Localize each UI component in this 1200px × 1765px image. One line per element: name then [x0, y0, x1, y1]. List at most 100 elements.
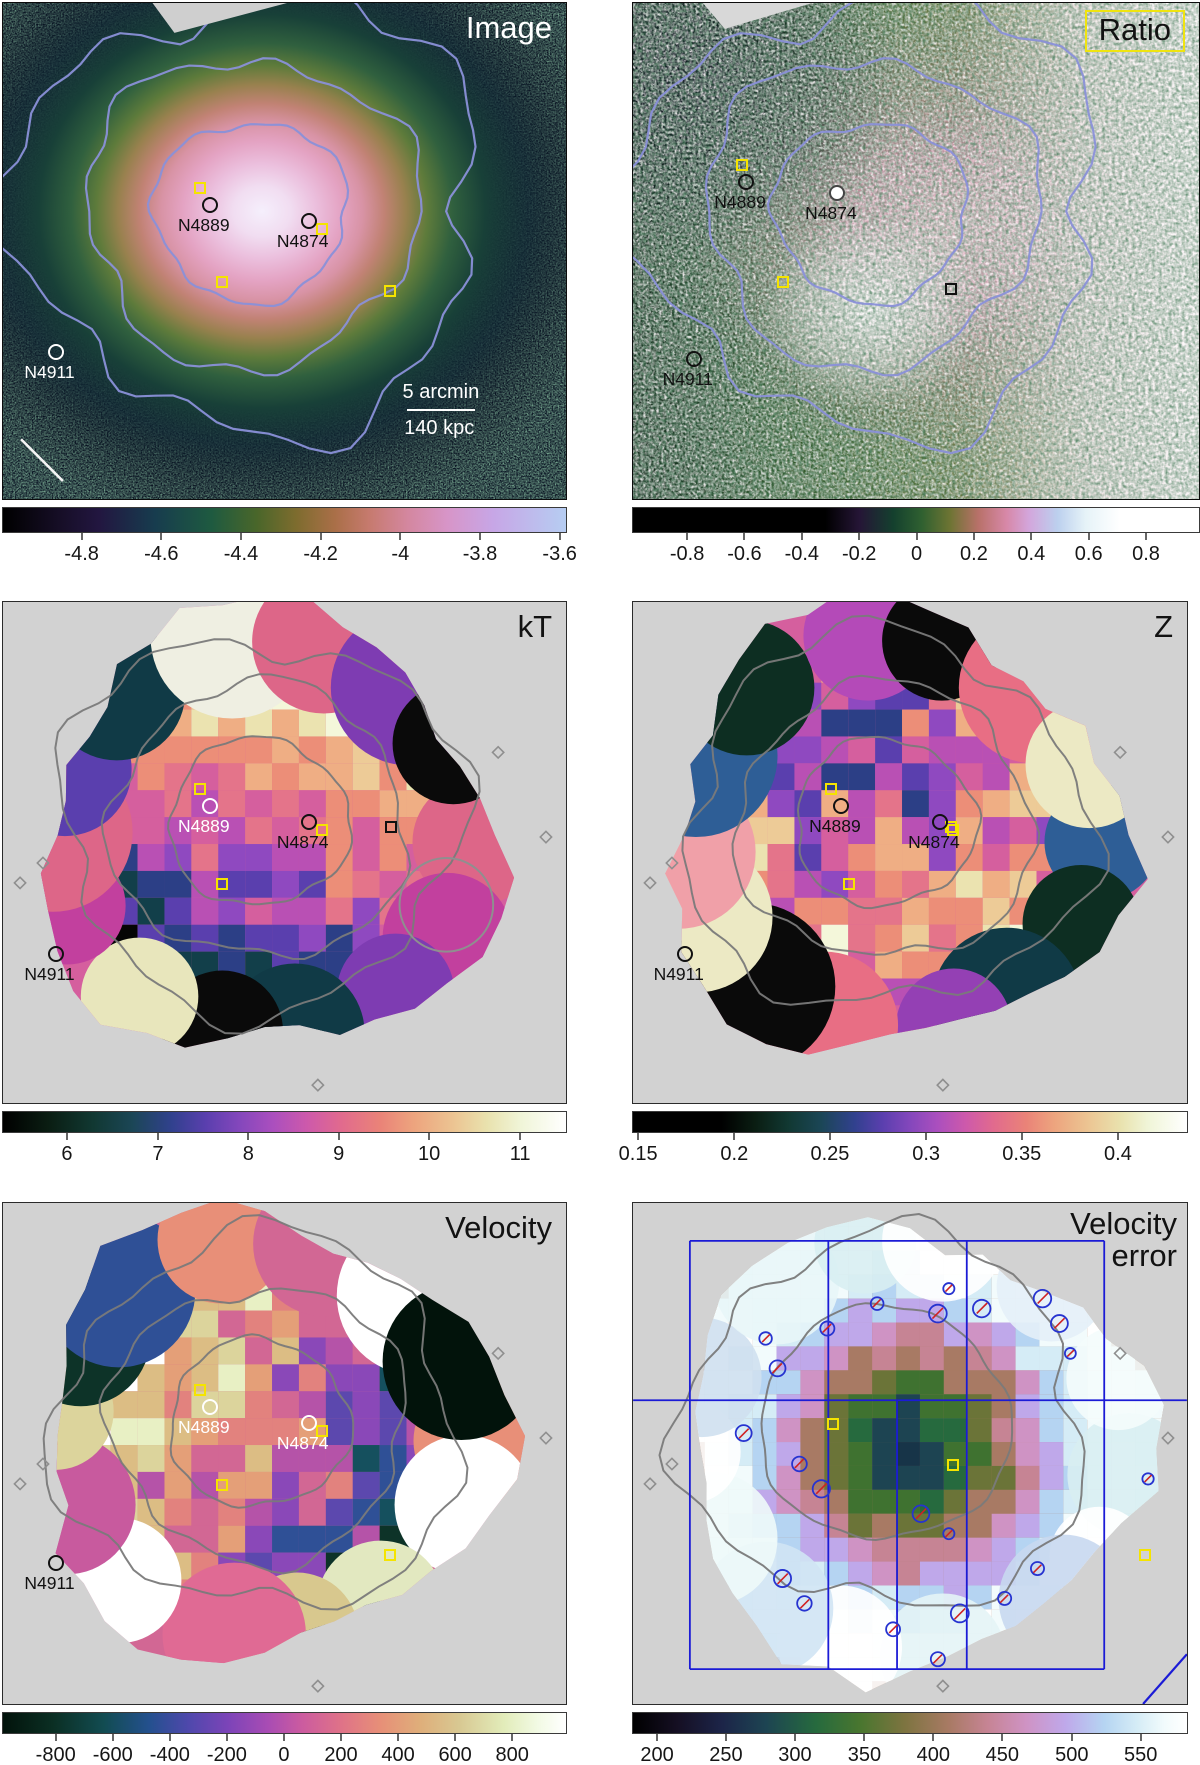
- contour-line: [633, 3, 1097, 455]
- marker-square-yellow: [384, 1549, 397, 1562]
- colorbar-tick-label: 11: [509, 1143, 531, 1165]
- ratio-title-box: Ratio: [1084, 10, 1185, 52]
- marker-square-yellow: [827, 1418, 840, 1431]
- contour-line: [84, 57, 423, 377]
- marker-square-yellow: [384, 284, 397, 297]
- contour-line: [169, 1333, 355, 1509]
- velocity-overlay: N4889 N4874 N4911: [3, 1203, 566, 1704]
- panel-title-velocity: Velocity: [445, 1210, 552, 1245]
- colorbar-tick-label: 450: [985, 1744, 1019, 1765]
- scale-bar-arcmin-label: 5 arcmin: [402, 380, 480, 403]
- galaxy-circle-N4889: [201, 1399, 218, 1416]
- colorbar-tick-label: 0.4: [1104, 1143, 1132, 1165]
- point-source-marker: [1032, 1288, 1053, 1309]
- colorbar-tick-label: -600: [92, 1744, 133, 1765]
- colorbar-tick-mark: [168, 1734, 171, 1741]
- colorbar-tick-mark: [160, 533, 163, 540]
- contour-line: [98, 1287, 407, 1575]
- colorbar-velocity-ticks: -800 -600 -400 -200 0 200 400 600 800: [2, 1734, 567, 1765]
- panel-kt: N4889 N4874 N4911 kT: [2, 601, 567, 1104]
- galaxy-label-N4889: N4889: [177, 215, 230, 236]
- colorbar-tick-label: -3.8: [462, 543, 498, 565]
- colorbar-tick-mark: [686, 533, 689, 540]
- colorbar-tick-label: 0.3: [912, 1143, 941, 1165]
- galaxy-label-N4874: N4874: [276, 230, 329, 251]
- marker-square-yellow: [736, 159, 749, 172]
- contour-line: [731, 674, 1041, 956]
- colorbar-velocity-gradient: [2, 1712, 567, 1734]
- marker-square-yellow: [194, 1384, 207, 1397]
- velocity-error-title-line1: Velocity: [1070, 1206, 1177, 1241]
- colorbar-tick-mark: [733, 1133, 736, 1140]
- colorbar-tick-mark: [397, 1734, 400, 1741]
- marker-square-yellow: [1138, 1549, 1151, 1562]
- panel-velocity-error: Velocity error: [632, 1202, 1188, 1705]
- diamond-speck: [36, 856, 50, 870]
- point-source-marker: [819, 1320, 836, 1337]
- colorbar-tick-mark: [724, 1734, 727, 1741]
- diamond-speck: [643, 876, 657, 890]
- point-source-marker: [1141, 1472, 1155, 1486]
- galaxy-circle-N4911: [685, 351, 702, 368]
- colorbar-tick-label: 550: [1124, 1744, 1158, 1765]
- colorbar-tick-mark: [111, 1734, 114, 1741]
- panel-title-ratio: Ratio: [1084, 10, 1185, 52]
- colorbar-tick-mark: [800, 533, 803, 540]
- corner-diagonal: [1142, 1653, 1187, 1704]
- galaxy-label-N4889: N4889: [177, 816, 230, 837]
- colorbar-tick-label: 8: [242, 1143, 254, 1165]
- ratio-map-art: [633, 3, 1199, 499]
- galaxy-label-N4911: N4911: [24, 361, 75, 382]
- galaxy-label-N4911: N4911: [662, 369, 713, 390]
- galaxy-label-N4874: N4874: [276, 1432, 329, 1453]
- galaxy-label-N4911: N4911: [24, 964, 75, 985]
- galaxy-label-N4911: N4911: [24, 1572, 75, 1593]
- colorbar-ratio: -0.8 -0.6 -0.4 -0.2 0 0.2 0.4 0.6 0.8: [632, 507, 1200, 565]
- colorbar-tick-label: -4: [391, 543, 410, 565]
- colorbar-tick-mark: [282, 1734, 285, 1741]
- colorbar-velocity-error: 200 250 300 350 400 450 500 550: [632, 1712, 1188, 1765]
- colorbar-z-ticks: 0.15 0.2 0.25 0.3 0.35 0.4: [619, 1133, 1188, 1171]
- galaxy-circle-N4889: [201, 197, 218, 214]
- panel-title-kt: kT: [517, 609, 552, 644]
- colorbar-z: 0.15 0.2 0.25 0.3 0.35 0.4: [619, 1111, 1188, 1165]
- galaxy-label-N4874: N4874: [276, 831, 329, 852]
- colorbar-tick-mark: [743, 533, 746, 540]
- diamond-speck: [936, 1078, 950, 1092]
- colorbar-tick-mark: [511, 1734, 514, 1741]
- contour-line: [100, 673, 412, 960]
- marker-square-yellow: [194, 182, 207, 195]
- colorbar-tick-mark: [1070, 1734, 1073, 1741]
- point-source-marker: [911, 1504, 931, 1524]
- colorbar-tick-mark: [1020, 1133, 1023, 1140]
- galaxy-circle-N4911: [676, 946, 693, 963]
- colorbar-tick-mark: [340, 1734, 342, 1741]
- galaxy-circle-N4874: [300, 1414, 317, 1431]
- colorbar-tick-label: 300: [778, 1744, 812, 1765]
- point-source-marker: [768, 1359, 787, 1378]
- colorbar-tick-label: -0.2: [841, 543, 877, 565]
- point-source-marker: [791, 1455, 808, 1473]
- xray-image-art: [3, 3, 566, 499]
- contour-line: [766, 123, 970, 308]
- point-source-marker: [949, 1603, 970, 1624]
- marker-square-yellow: [825, 783, 838, 796]
- colorbar-tick-mark: [863, 1734, 866, 1741]
- colorbar-tick-label: 7: [152, 1143, 164, 1165]
- galaxy-circle-N4874: [300, 212, 317, 229]
- chip-gap-wedge: [152, 3, 287, 33]
- contour-line: [796, 735, 983, 910]
- marker-square-yellow: [776, 276, 789, 289]
- contour-line: [760, 1302, 1014, 1541]
- diamond-speck: [665, 1457, 679, 1471]
- beam-circle: [398, 856, 495, 953]
- colorbar-tick-label: 9: [333, 1143, 345, 1165]
- colorbar-tick-mark: [319, 533, 322, 540]
- chip-gap-wedge: [702, 3, 813, 29]
- kt-map-art: [3, 602, 566, 1103]
- point-source-marker: [869, 1296, 885, 1311]
- diamond-speck: [36, 1457, 50, 1471]
- colorbar-tick-label: 800: [495, 1744, 529, 1765]
- point-source-marker: [942, 1282, 956, 1296]
- point-source-marker: [796, 1595, 813, 1612]
